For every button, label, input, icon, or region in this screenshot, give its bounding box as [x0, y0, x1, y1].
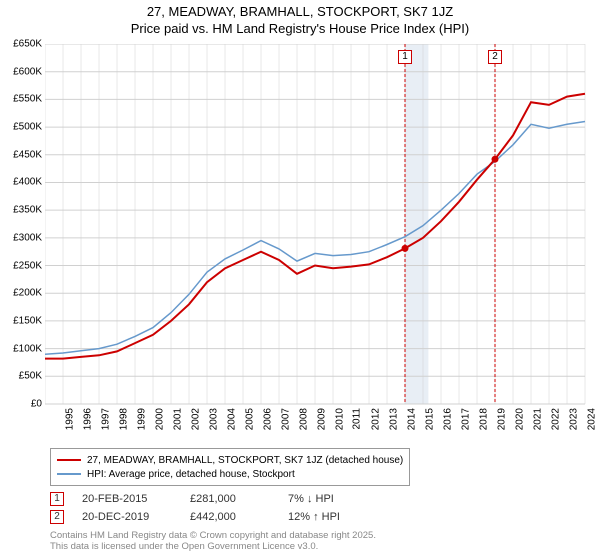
x-tick-label: 2019 — [496, 408, 507, 430]
legend: 27, MEADWAY, BRAMHALL, STOCKPORT, SK7 1J… — [50, 448, 410, 486]
x-tick-label: 2016 — [442, 408, 453, 430]
legend-swatch — [57, 459, 81, 461]
y-tick-label: £400K — [13, 177, 42, 188]
sale-row: 1 20-FEB-2015 £281,000 7% ↓ HPI — [50, 490, 368, 508]
x-tick-label: 1997 — [100, 408, 111, 430]
x-tick-label: 2014 — [406, 408, 417, 430]
x-tick-label: 2022 — [550, 408, 561, 430]
sale-diff: 12% ↑ HPI — [288, 511, 368, 523]
y-tick-label: £50K — [19, 371, 42, 382]
x-tick-label: 2005 — [244, 408, 255, 430]
x-tick-label: 2024 — [586, 408, 597, 430]
chart-marker: 1 — [398, 50, 412, 64]
footer-line2: This data is licensed under the Open Gov… — [50, 541, 376, 552]
x-tick-label: 1996 — [82, 408, 93, 430]
x-tick-label: 2018 — [478, 408, 489, 430]
x-tick-label: 2017 — [460, 408, 471, 430]
chart-area — [45, 44, 590, 404]
title-subtitle: Price paid vs. HM Land Registry's House … — [0, 21, 600, 36]
footer: Contains HM Land Registry data © Crown c… — [50, 530, 376, 553]
x-tick-label: 2010 — [334, 408, 345, 430]
y-tick-label: £600K — [13, 66, 42, 77]
x-tick-label: 2013 — [388, 408, 399, 430]
y-tick-label: £350K — [13, 205, 42, 216]
x-tick-label: 2003 — [208, 408, 219, 430]
legend-label: 27, MEADWAY, BRAMHALL, STOCKPORT, SK7 1J… — [87, 455, 403, 466]
x-tick-label: 2021 — [532, 408, 543, 430]
footer-line1: Contains HM Land Registry data © Crown c… — [50, 530, 376, 541]
chart-marker: 2 — [488, 50, 502, 64]
y-tick-label: £650K — [13, 39, 42, 50]
x-tick-label: 2002 — [190, 408, 201, 430]
y-tick-label: £500K — [13, 122, 42, 133]
legend-item: HPI: Average price, detached house, Stoc… — [57, 467, 403, 481]
x-tick-label: 2023 — [568, 408, 579, 430]
y-tick-label: £250K — [13, 260, 42, 271]
x-tick-label: 2020 — [514, 408, 525, 430]
chart-svg — [45, 44, 590, 444]
x-tick-label: 2000 — [154, 408, 165, 430]
x-tick-label: 1999 — [136, 408, 147, 430]
legend-swatch — [57, 473, 81, 475]
sale-marker: 1 — [50, 492, 64, 506]
sale-price: £281,000 — [190, 493, 270, 505]
y-tick-label: £550K — [13, 94, 42, 105]
sale-marker: 2 — [50, 510, 64, 524]
y-tick-label: £0 — [31, 399, 42, 410]
sale-date: 20-FEB-2015 — [82, 493, 172, 505]
x-tick-label: 2011 — [352, 408, 363, 430]
sale-price: £442,000 — [190, 511, 270, 523]
x-tick-label: 1998 — [118, 408, 129, 430]
legend-label: HPI: Average price, detached house, Stoc… — [87, 469, 295, 480]
sale-rows: 1 20-FEB-2015 £281,000 7% ↓ HPI 2 20-DEC… — [50, 490, 368, 526]
x-tick-label: 2006 — [262, 408, 273, 430]
x-tick-label: 2007 — [280, 408, 291, 430]
y-tick-label: £150K — [13, 315, 42, 326]
x-tick-label: 2012 — [370, 408, 381, 430]
x-tick-label: 2004 — [226, 408, 237, 430]
x-tick-label: 2001 — [172, 408, 183, 430]
y-tick-label: £300K — [13, 232, 42, 243]
y-tick-label: £100K — [13, 343, 42, 354]
title-address: 27, MEADWAY, BRAMHALL, STOCKPORT, SK7 1J… — [0, 4, 600, 19]
chart-container: 27, MEADWAY, BRAMHALL, STOCKPORT, SK7 1J… — [0, 0, 600, 560]
x-tick-label: 2009 — [316, 408, 327, 430]
x-tick-label: 2008 — [298, 408, 309, 430]
title-block: 27, MEADWAY, BRAMHALL, STOCKPORT, SK7 1J… — [0, 0, 600, 36]
x-tick-label: 2015 — [424, 408, 435, 430]
y-tick-label: £200K — [13, 288, 42, 299]
x-tick-label: 1995 — [64, 408, 75, 430]
sale-diff: 7% ↓ HPI — [288, 493, 368, 505]
legend-item: 27, MEADWAY, BRAMHALL, STOCKPORT, SK7 1J… — [57, 453, 403, 467]
sale-date: 20-DEC-2019 — [82, 511, 172, 523]
y-tick-label: £450K — [13, 149, 42, 160]
sale-row: 2 20-DEC-2019 £442,000 12% ↑ HPI — [50, 508, 368, 526]
